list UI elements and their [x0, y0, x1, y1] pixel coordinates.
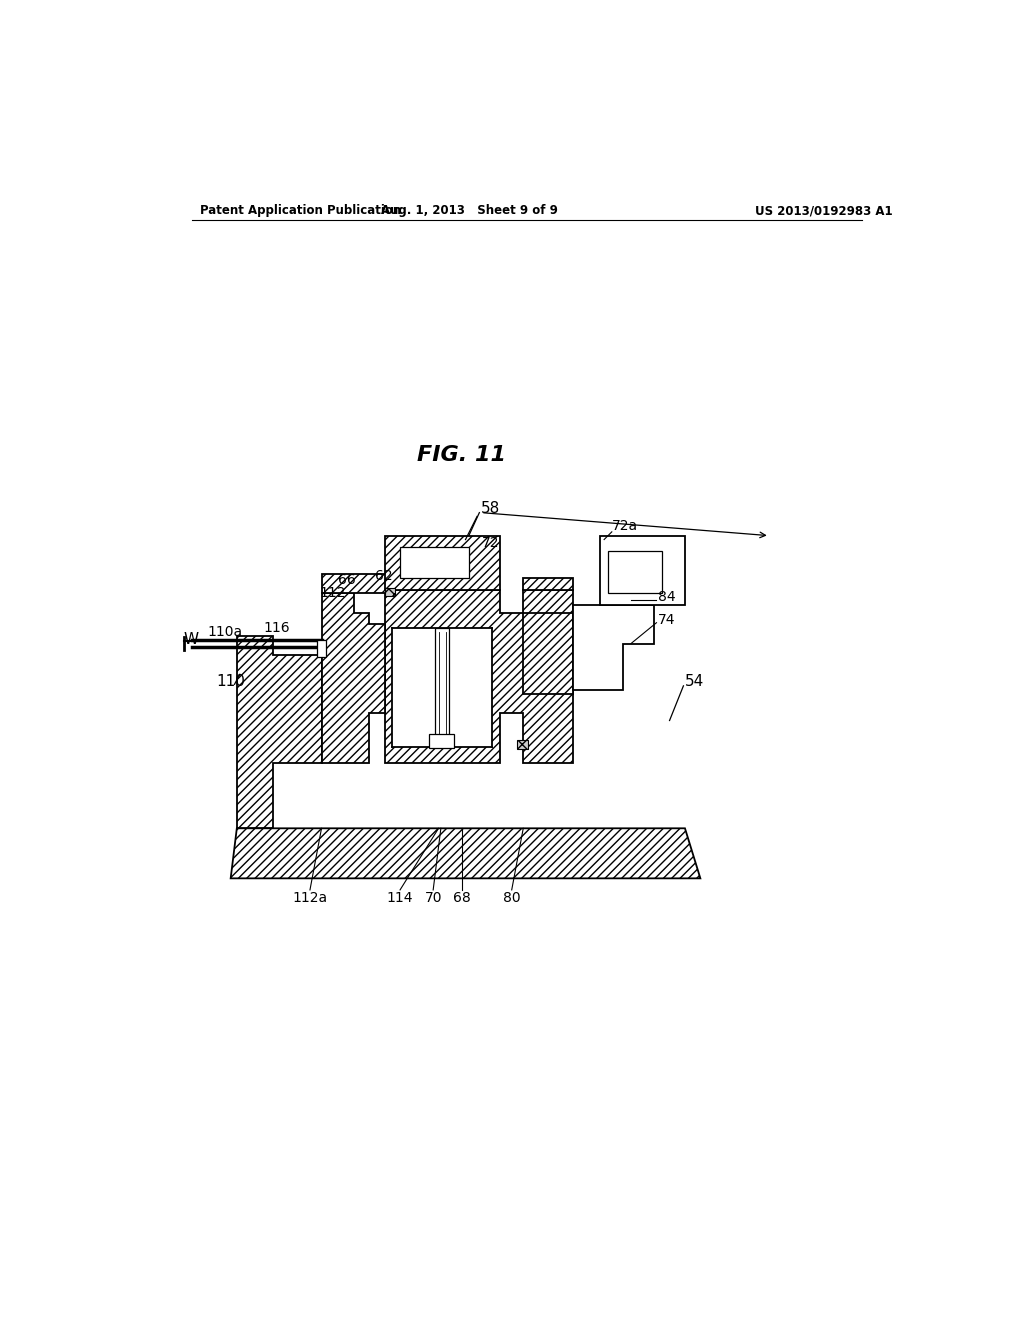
Text: FIG. 11: FIG. 11 — [417, 445, 506, 465]
Polygon shape — [385, 590, 573, 763]
Text: 74: 74 — [658, 614, 676, 627]
Text: Patent Application Publication: Patent Application Publication — [200, 205, 401, 218]
Bar — [385, 589, 395, 595]
Text: 110: 110 — [217, 675, 246, 689]
Bar — [316, 640, 326, 656]
Text: 110a: 110a — [208, 624, 243, 639]
Bar — [392, 628, 493, 747]
Bar — [608, 552, 662, 594]
Text: 116: 116 — [263, 622, 290, 635]
Text: 72: 72 — [481, 536, 499, 550]
Polygon shape — [600, 536, 685, 605]
Polygon shape — [230, 829, 700, 878]
Text: 66: 66 — [339, 573, 356, 587]
Polygon shape — [523, 578, 573, 590]
Text: 58: 58 — [481, 502, 500, 516]
Text: 68: 68 — [453, 891, 471, 904]
Text: 112a: 112a — [293, 891, 328, 904]
Text: 54: 54 — [685, 675, 705, 689]
Text: 114: 114 — [387, 891, 414, 904]
Text: 72a: 72a — [611, 520, 638, 533]
Text: 62: 62 — [376, 569, 393, 582]
Polygon shape — [322, 574, 392, 594]
Bar — [400, 548, 469, 578]
Bar — [435, 628, 449, 747]
Bar — [429, 734, 454, 748]
Bar — [517, 739, 528, 748]
Text: Aug. 1, 2013   Sheet 9 of 9: Aug. 1, 2013 Sheet 9 of 9 — [381, 205, 558, 218]
Polygon shape — [322, 594, 385, 763]
Polygon shape — [385, 536, 500, 590]
Text: US 2013/0192983 A1: US 2013/0192983 A1 — [755, 205, 892, 218]
Text: 80: 80 — [503, 891, 520, 904]
Polygon shape — [523, 612, 573, 693]
Text: 84: 84 — [658, 590, 676, 605]
Text: W: W — [183, 632, 199, 647]
Text: 70: 70 — [424, 891, 442, 904]
Text: 112: 112 — [319, 586, 346, 601]
Polygon shape — [573, 605, 654, 689]
Polygon shape — [237, 636, 322, 829]
